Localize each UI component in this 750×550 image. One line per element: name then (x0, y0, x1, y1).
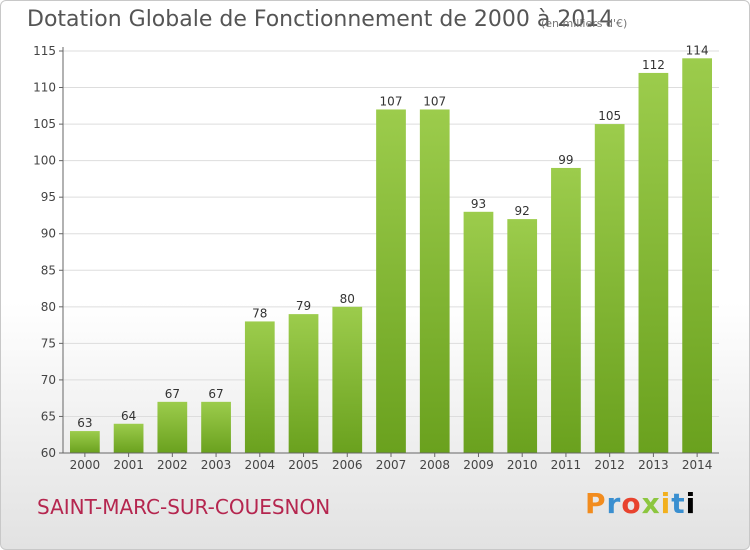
bar-2002 (157, 401, 188, 453)
x-tick-label: 2008 (419, 458, 450, 472)
y-tick-label: 70 (41, 373, 56, 387)
y-tick-label: 90 (41, 227, 56, 241)
bar-2000 (69, 431, 100, 453)
x-tick-label: 2005 (288, 458, 319, 472)
bar-2004 (244, 321, 275, 453)
bar-value-label: 112 (642, 58, 665, 72)
x-tick-label: 2000 (70, 458, 101, 472)
bar-value-label: 93 (471, 197, 486, 211)
chart-unit: (en milliers d'€) (541, 17, 628, 30)
x-tick-label: 2007 (376, 458, 407, 472)
y-tick-label: 60 (41, 446, 56, 460)
x-tick-label: 2010 (507, 458, 538, 472)
bar-2005 (288, 314, 319, 453)
y-tick-label: 110 (33, 81, 56, 95)
y-tick-label: 100 (33, 154, 56, 168)
bar-2006 (332, 306, 363, 453)
bar-2011 (551, 167, 581, 454)
y-tick-label: 115 (33, 44, 56, 58)
y-tick-label: 80 (41, 300, 56, 314)
y-tick-label: 105 (33, 117, 56, 131)
bar-value-label: 63 (77, 416, 92, 430)
y-tick-label: 95 (41, 190, 56, 204)
bar-2014 (682, 58, 713, 454)
x-tick-label: 2004 (245, 458, 276, 472)
bar-value-label: 107 (423, 94, 446, 108)
commune-name: SAINT-MARC-SUR-COUESNON (37, 495, 331, 519)
bar-2012 (594, 124, 625, 453)
x-tick-label: 2011 (551, 458, 582, 472)
bar-2009 (463, 211, 494, 453)
bar-value-label: 114 (686, 43, 709, 57)
bar-value-label: 92 (515, 204, 530, 218)
bar-value-label: 64 (121, 409, 136, 423)
x-tick-label: 2014 (682, 458, 713, 472)
bar-value-label: 67 (208, 387, 223, 401)
bar-value-label: 78 (252, 306, 267, 320)
bar-value-label: 107 (380, 94, 403, 108)
chart-title: Dotation Globale de Fonctionnement de 20… (27, 7, 614, 32)
bar-value-label: 99 (558, 153, 573, 167)
bars: 63 64 67 67 78 79 80 107 107 93 92 99 105 112 114 (69, 43, 713, 454)
bar-2001 (113, 423, 144, 453)
x-tick-label: 2012 (594, 458, 625, 472)
x-tick-label: 2002 (157, 458, 188, 472)
bar-value-label: 80 (340, 292, 355, 306)
bar-value-label: 79 (296, 299, 311, 313)
y-tick-label: 75 (41, 336, 56, 350)
bar-2003 (201, 401, 231, 453)
bar-value-label: 67 (165, 387, 180, 401)
y-tick-label: 65 (41, 409, 56, 423)
x-tick-label: 2006 (332, 458, 363, 472)
y-tick-label: 85 (41, 263, 56, 277)
axes: 60 65 70 75 80 85 90 95 100 105 110 115 2000 2001 2002… (33, 44, 719, 472)
x-tick-label: 2001 (113, 458, 144, 472)
x-tick-label: 2009 (463, 458, 494, 472)
x-tick-label: 2013 (638, 458, 669, 472)
bar-value-label: 105 (598, 109, 621, 123)
proxiti-logo: Proxiti (585, 487, 697, 520)
bar-2007 (376, 109, 406, 454)
x-tick-label: 2003 (201, 458, 232, 472)
bar-2013 (638, 72, 669, 453)
bar-2008 (419, 109, 450, 454)
bar-2010 (507, 219, 538, 453)
